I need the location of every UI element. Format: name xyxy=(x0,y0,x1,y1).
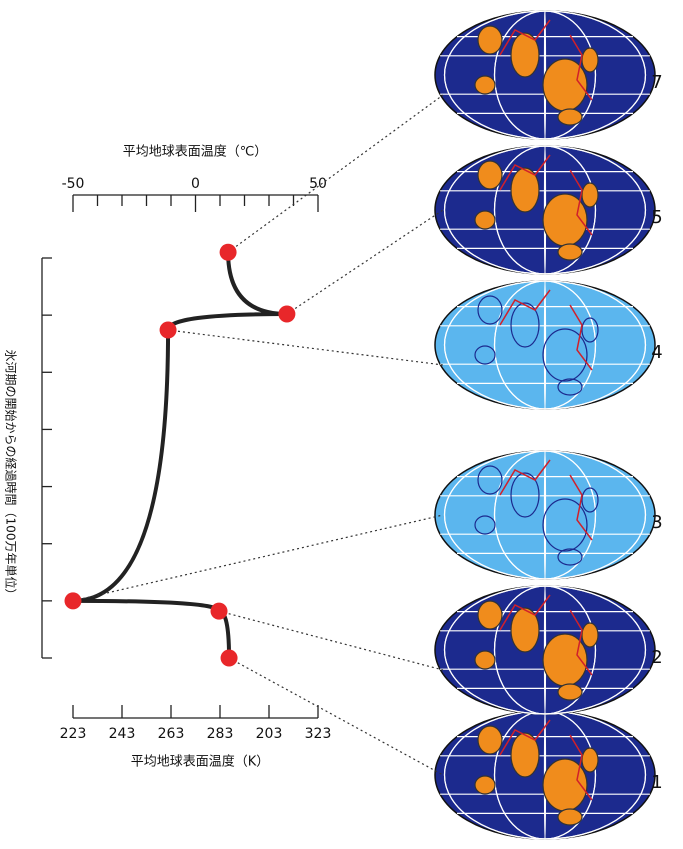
y-axis-title: 氷河期の開始からの経過時間（100万年単位） xyxy=(4,350,19,601)
curve xyxy=(73,252,287,658)
continent xyxy=(478,726,502,754)
globe xyxy=(435,146,655,274)
x-axis-title: 平均地球表面温度（K） xyxy=(131,754,270,770)
continent xyxy=(582,748,598,772)
globe xyxy=(435,711,655,839)
leader-line xyxy=(219,611,443,670)
x2-axis-title: 平均地球表面温度（℃） xyxy=(123,144,268,160)
continent xyxy=(558,244,582,260)
x-tick-label: 243 xyxy=(109,726,136,742)
continent xyxy=(475,651,495,669)
leader-line xyxy=(228,95,443,252)
leader-line xyxy=(73,515,443,601)
x2-tick-label: 50 xyxy=(309,176,327,192)
continent xyxy=(582,183,598,207)
x2-tick-label: 0 xyxy=(191,176,200,192)
globe-label: 7 xyxy=(651,72,662,93)
continent xyxy=(558,684,582,700)
leader-line xyxy=(168,330,443,365)
x-tick-label: 323 xyxy=(305,726,332,742)
x-tick-label: 263 xyxy=(158,726,185,742)
continent xyxy=(475,211,495,229)
continent xyxy=(478,161,502,189)
x2-tick-label: -50 xyxy=(62,176,85,192)
x-tick-label: 203 xyxy=(256,726,283,742)
x-tick-label: 223 xyxy=(60,726,87,742)
point xyxy=(278,306,295,323)
globe-label: 1 xyxy=(651,772,662,793)
continent xyxy=(478,26,502,54)
continent xyxy=(582,623,598,647)
continent xyxy=(558,109,582,125)
point xyxy=(65,592,82,609)
globe xyxy=(435,281,655,409)
globe-label: 5 xyxy=(651,207,662,228)
continent xyxy=(582,48,598,72)
globe xyxy=(435,451,655,579)
globe xyxy=(435,11,655,139)
globe-label: 2 xyxy=(651,647,662,668)
point xyxy=(160,322,177,339)
globe xyxy=(435,586,655,714)
point xyxy=(220,244,237,261)
globe-label: 4 xyxy=(651,342,662,363)
figure: 平均地球表面温度（℃） 平均地球表面温度（K） 氷河期の開始からの経過時間（10… xyxy=(0,0,683,849)
continent xyxy=(478,601,502,629)
continent xyxy=(558,809,582,825)
globe-label: 3 xyxy=(651,512,662,533)
point xyxy=(211,603,228,620)
continent xyxy=(475,76,495,94)
point xyxy=(221,650,238,667)
continent xyxy=(475,776,495,794)
x-tick-label: 283 xyxy=(207,726,234,742)
leader-line xyxy=(287,210,443,314)
